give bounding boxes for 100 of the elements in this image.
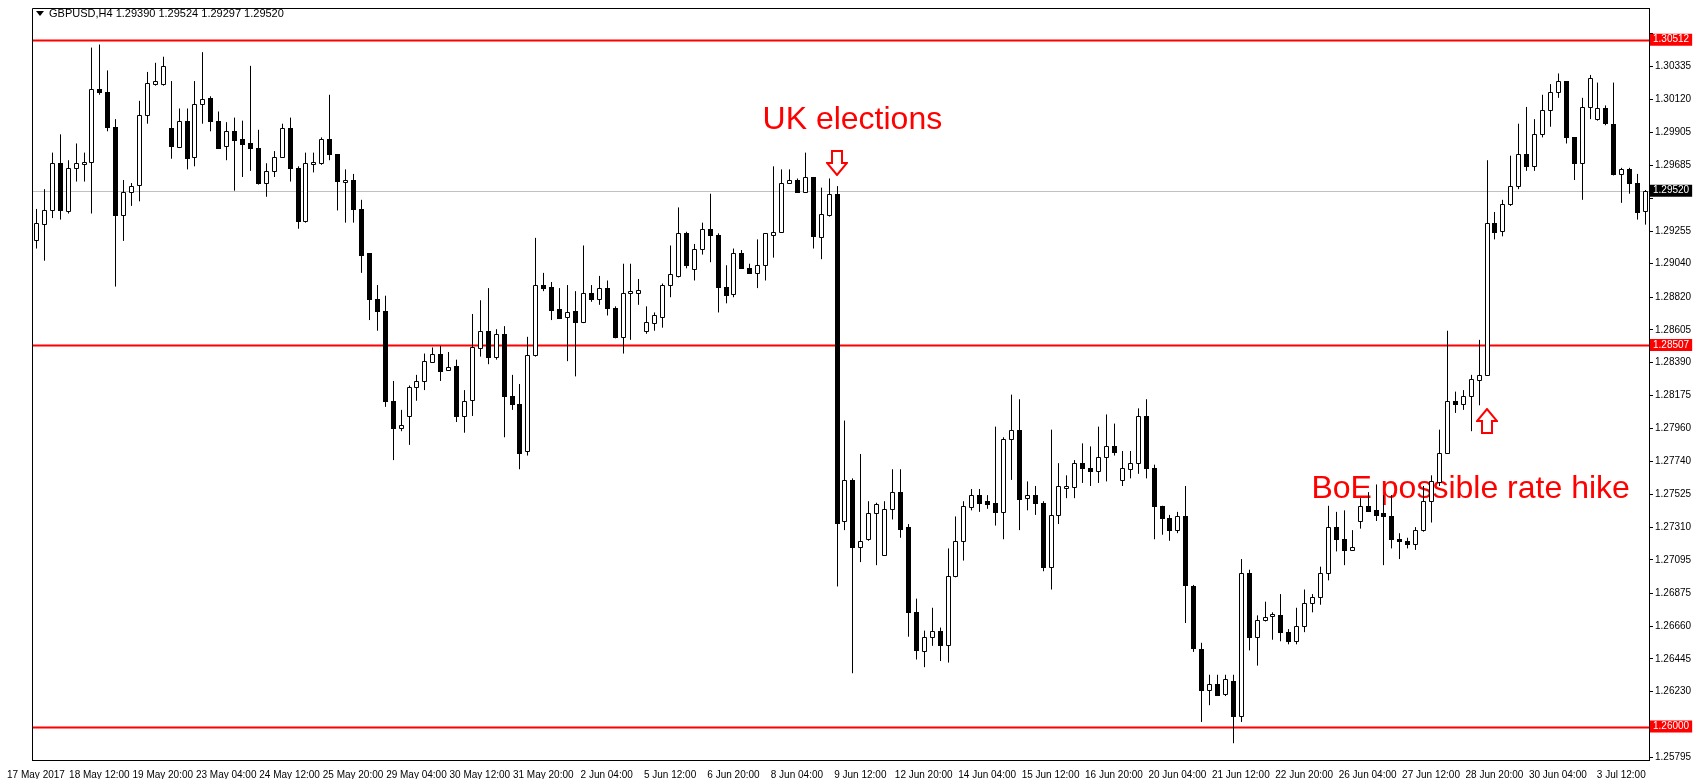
y-tick-label: 1.28175	[1655, 389, 1692, 401]
y-tick-label: 1.30335	[1655, 60, 1692, 72]
candlestick	[462, 389, 467, 434]
x-tick-label: 16 Jun 20:00	[1085, 768, 1144, 779]
y-tick-label: 1.27740	[1655, 455, 1692, 467]
y-tick-label: 1.29040	[1655, 257, 1692, 269]
candlestick	[636, 278, 641, 306]
x-tick-label: 2 Jun 04:00	[580, 768, 634, 779]
annotation: UK elections	[762, 100, 943, 136]
candlestick	[1080, 442, 1085, 484]
y-tick-label: 1.26660	[1655, 619, 1692, 631]
candlestick	[224, 121, 229, 161]
x-tick-label: 14 Jun 04:00	[958, 768, 1017, 779]
ref-line-label: 1.26000	[1653, 720, 1690, 732]
y-tick-label: 1.28820	[1655, 290, 1692, 302]
candlestick	[1334, 511, 1339, 552]
candlestick	[1183, 485, 1188, 624]
x-tick-label: 6 Jun 20:00	[707, 768, 761, 779]
candlestick	[1207, 674, 1212, 706]
x-tick-label: 20 Jun 04:00	[1148, 768, 1207, 779]
candlestick	[137, 100, 142, 202]
candlestick	[755, 238, 760, 289]
y-tick-label: 1.26445	[1655, 652, 1692, 664]
y-tick-label: 1.27310	[1655, 520, 1692, 532]
candlestick	[169, 80, 174, 160]
candlestick	[819, 187, 824, 260]
candlestick	[42, 188, 47, 262]
ref-line-label: 1.29520	[1653, 184, 1690, 196]
x-tick-label: 8 Jun 04:00	[770, 768, 824, 779]
candlestick	[573, 290, 578, 377]
candlestick	[391, 380, 396, 461]
candlestick	[1033, 485, 1038, 516]
y-tick-label: 1.29905	[1655, 125, 1692, 137]
x-tick-label: 5 Jun 12:00	[643, 768, 697, 779]
x-tick-label: 22 Jun 20:00	[1275, 768, 1334, 779]
candlestick	[668, 244, 673, 298]
candlestick	[1025, 480, 1030, 511]
candlestick	[993, 426, 998, 527]
candlestick	[1144, 398, 1149, 479]
x-tick-label: 28 Jun 20:00	[1465, 768, 1524, 779]
x-tick-label: 30 Jun 04:00	[1528, 768, 1588, 779]
x-tick-label: 18 May 12:00	[69, 768, 131, 779]
ref-line-label: 1.28507	[1653, 338, 1690, 350]
candlestick	[771, 165, 776, 259]
candlestick	[1104, 413, 1109, 482]
candlestick	[890, 468, 895, 520]
x-tick-label: 30 May 12:00	[449, 768, 511, 779]
x-tick-label: 3 Jul 12:00	[1596, 768, 1647, 779]
x-tick-label: 9 Jun 12:00	[834, 768, 887, 779]
x-tick-label: 24 May 12:00	[259, 768, 321, 779]
candlestick	[185, 107, 190, 170]
candlestick	[232, 117, 237, 192]
x-tick-label: 12 Jun 20:00	[894, 768, 954, 779]
y-tick-label: 1.29685	[1655, 159, 1692, 171]
candlestick	[914, 598, 919, 661]
candlestick	[240, 120, 245, 178]
candlestick	[708, 193, 713, 263]
y-tick-label: 1.27095	[1655, 553, 1692, 565]
candlestick	[621, 263, 626, 355]
y-tick-label: 1.29255	[1655, 224, 1692, 236]
candlestick	[288, 117, 293, 183]
candlestick	[248, 65, 253, 172]
candlestick	[58, 133, 63, 221]
y-tick-label: 1.26875	[1655, 587, 1692, 599]
candlestick	[1342, 509, 1347, 566]
candlestick	[343, 168, 348, 224]
ref-line-label: 1.30512	[1653, 33, 1690, 45]
x-tick-label: 29 May 04:00	[386, 768, 448, 779]
y-tick-label: 1.27960	[1655, 421, 1692, 433]
candlestick	[1017, 398, 1022, 531]
candlestick	[89, 47, 94, 215]
y-tick-label: 1.28605	[1655, 323, 1692, 335]
y-tick-label: 1.28390	[1655, 356, 1692, 368]
candlestick	[858, 453, 863, 563]
candlestick	[470, 313, 475, 417]
candlestick	[121, 179, 126, 242]
candlestick	[1009, 394, 1014, 481]
y-tick-label: 1.30120	[1655, 93, 1692, 105]
x-tick-label: 19 May 20:00	[132, 768, 194, 779]
candlestick	[1580, 97, 1585, 201]
candlestick	[517, 383, 522, 470]
x-tick-label: 26 Jun 04:00	[1338, 768, 1397, 779]
candlestick	[375, 284, 380, 332]
candlestick	[200, 51, 205, 125]
x-tick-label: 31 May 20:00	[512, 768, 574, 779]
candlestick	[946, 547, 951, 664]
candlestick	[565, 284, 570, 362]
candlestick	[1088, 445, 1093, 487]
y-tick-label: 1.26230	[1655, 685, 1692, 697]
x-tick-label: 25 May 20:00	[322, 768, 384, 779]
x-tick-label: 21 Jun 12:00	[1211, 768, 1271, 779]
y-tick-label: 1.27525	[1655, 488, 1692, 500]
candlestick	[82, 152, 87, 183]
candlestick	[628, 263, 633, 341]
candlestick	[74, 142, 79, 183]
candlestick	[1477, 339, 1482, 406]
candlestick	[1096, 426, 1101, 484]
x-tick-label: 17 May 2017	[7, 768, 66, 779]
x-tick-label: 15 Jun 12:00	[1021, 768, 1080, 779]
y-tick-label: 1.25795	[1655, 751, 1692, 763]
